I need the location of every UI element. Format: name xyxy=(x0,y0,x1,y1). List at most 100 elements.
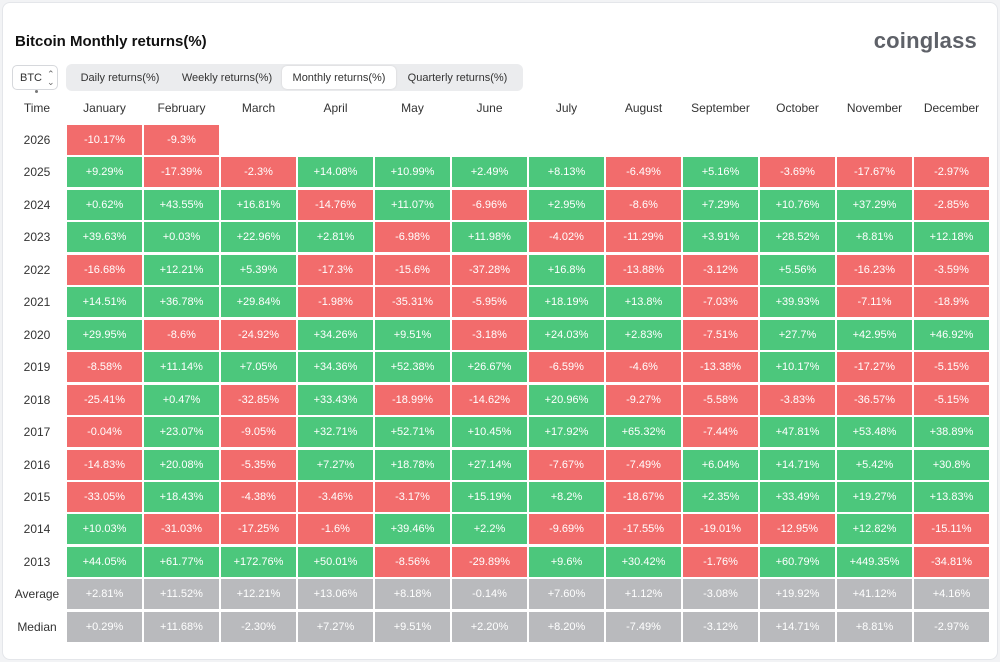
return-cell[interactable]: +32.71% xyxy=(298,417,373,448)
return-cell[interactable]: +11.68% xyxy=(144,611,219,642)
return-cell[interactable]: +38.89% xyxy=(914,417,989,448)
return-cell[interactable]: +29.95% xyxy=(67,319,142,350)
return-cell[interactable]: +2.35% xyxy=(683,481,758,512)
return-cell[interactable]: -8.6% xyxy=(144,319,219,350)
return-cell[interactable]: +2.81% xyxy=(67,579,142,610)
tab-quarterly-returns[interactable]: Quarterly returns(%) xyxy=(407,71,508,84)
return-cell[interactable]: +8.18% xyxy=(375,579,450,610)
return-cell[interactable]: -10.17% xyxy=(67,125,142,155)
return-cell[interactable]: +19.92% xyxy=(760,579,835,610)
return-cell[interactable]: +8.81% xyxy=(837,222,912,253)
return-cell[interactable]: +39.63% xyxy=(67,222,142,253)
return-cell[interactable]: +52.38% xyxy=(375,352,450,383)
return-cell[interactable]: +14.51% xyxy=(67,287,142,318)
return-cell[interactable]: +6.04% xyxy=(683,449,758,480)
return-cell[interactable]: -13.88% xyxy=(606,254,681,285)
return-cell[interactable]: +14.71% xyxy=(760,449,835,480)
return-cell[interactable]: -9.69% xyxy=(529,514,604,545)
return-cell[interactable]: -5.58% xyxy=(683,384,758,415)
return-cell[interactable]: +11.14% xyxy=(144,352,219,383)
return-cell[interactable]: -34.81% xyxy=(914,546,989,577)
return-cell[interactable]: +14.08% xyxy=(298,157,373,188)
return-cell[interactable]: +44.05% xyxy=(67,546,142,577)
return-cell[interactable]: +18.43% xyxy=(144,481,219,512)
return-cell[interactable]: +5.42% xyxy=(837,449,912,480)
return-cell[interactable]: -3.08% xyxy=(683,579,758,610)
return-cell[interactable]: -18.9% xyxy=(914,287,989,318)
return-cell[interactable]: -29.89% xyxy=(452,546,527,577)
return-cell[interactable]: -16.68% xyxy=(67,254,142,285)
tab-daily-returns[interactable]: Daily returns(%) xyxy=(80,71,160,84)
return-cell[interactable]: -12.95% xyxy=(760,514,835,545)
return-cell[interactable]: -37.28% xyxy=(452,254,527,285)
return-cell[interactable]: -3.12% xyxy=(683,611,758,642)
return-cell[interactable]: -17.25% xyxy=(221,514,296,545)
return-cell[interactable]: -5.35% xyxy=(221,449,296,480)
return-cell[interactable]: -14.76% xyxy=(298,189,373,220)
tab-weekly-returns[interactable]: Weekly returns(%) xyxy=(181,71,273,84)
return-cell[interactable]: -9.3% xyxy=(144,125,219,155)
return-cell[interactable]: +53.48% xyxy=(837,417,912,448)
return-cell[interactable]: +61.77% xyxy=(144,546,219,577)
return-cell[interactable]: -14.62% xyxy=(452,384,527,415)
return-cell[interactable]: +11.52% xyxy=(144,579,219,610)
return-cell[interactable]: -17.39% xyxy=(144,157,219,188)
return-cell[interactable]: +7.05% xyxy=(221,352,296,383)
return-cell[interactable]: -6.49% xyxy=(606,157,681,188)
return-cell[interactable]: -15.6% xyxy=(375,254,450,285)
return-cell[interactable]: +39.46% xyxy=(375,514,450,545)
return-cell[interactable]: +10.45% xyxy=(452,417,527,448)
return-cell[interactable]: +34.26% xyxy=(298,319,373,350)
return-cell[interactable]: +13.83% xyxy=(914,481,989,512)
return-cell[interactable]: +34.36% xyxy=(298,352,373,383)
return-cell[interactable]: +2.83% xyxy=(606,319,681,350)
return-cell[interactable]: +172.76% xyxy=(221,546,296,577)
return-cell[interactable]: +5.56% xyxy=(760,254,835,285)
return-cell[interactable]: -2.30% xyxy=(221,611,296,642)
return-cell[interactable]: -5.95% xyxy=(452,287,527,318)
return-cell[interactable]: +9.51% xyxy=(375,611,450,642)
return-cell[interactable]: -4.38% xyxy=(221,481,296,512)
return-cell[interactable]: +23.07% xyxy=(144,417,219,448)
return-cell[interactable]: +22.96% xyxy=(221,222,296,253)
return-cell[interactable]: +60.79% xyxy=(760,546,835,577)
return-cell[interactable]: +2.81% xyxy=(298,222,373,253)
return-cell[interactable]: +10.17% xyxy=(760,352,835,383)
return-cell[interactable]: +2.95% xyxy=(529,189,604,220)
return-cell[interactable]: -3.46% xyxy=(298,481,373,512)
return-cell[interactable]: +0.47% xyxy=(144,384,219,415)
return-cell[interactable]: -17.3% xyxy=(298,254,373,285)
return-cell[interactable]: +2.20% xyxy=(452,611,527,642)
return-cell[interactable]: -3.59% xyxy=(914,254,989,285)
return-cell[interactable]: -3.18% xyxy=(452,319,527,350)
return-cell[interactable]: +16.81% xyxy=(221,189,296,220)
return-cell[interactable]: +5.39% xyxy=(221,254,296,285)
return-cell[interactable]: +50.01% xyxy=(298,546,373,577)
return-cell[interactable]: +24.03% xyxy=(529,319,604,350)
return-cell[interactable]: +29.84% xyxy=(221,287,296,318)
return-cell[interactable]: +2.2% xyxy=(452,514,527,545)
return-cell[interactable]: -31.03% xyxy=(144,514,219,545)
return-cell[interactable]: -8.6% xyxy=(606,189,681,220)
return-cell[interactable]: -7.03% xyxy=(683,287,758,318)
return-cell[interactable]: +1.12% xyxy=(606,579,681,610)
return-cell[interactable]: +43.55% xyxy=(144,189,219,220)
return-cell[interactable]: -2.3% xyxy=(221,157,296,188)
return-cell[interactable]: -9.05% xyxy=(221,417,296,448)
return-cell[interactable]: +10.99% xyxy=(375,157,450,188)
return-cell[interactable]: -32.85% xyxy=(221,384,296,415)
return-cell[interactable]: -2.85% xyxy=(914,189,989,220)
return-cell[interactable]: -33.05% xyxy=(67,481,142,512)
return-cell[interactable]: -4.6% xyxy=(606,352,681,383)
return-cell[interactable]: +7.60% xyxy=(529,579,604,610)
return-cell[interactable]: +39.93% xyxy=(760,287,835,318)
tab-monthly-returns[interactable]: Monthly returns(%) xyxy=(282,66,396,89)
return-cell[interactable]: +47.81% xyxy=(760,417,835,448)
return-cell[interactable]: -6.59% xyxy=(529,352,604,383)
return-cell[interactable]: -0.04% xyxy=(67,417,142,448)
return-cell[interactable]: +5.16% xyxy=(683,157,758,188)
return-cell[interactable]: +33.49% xyxy=(760,481,835,512)
return-cell[interactable]: +20.96% xyxy=(529,384,604,415)
return-cell[interactable]: -2.97% xyxy=(914,611,989,642)
return-cell[interactable]: -7.51% xyxy=(683,319,758,350)
